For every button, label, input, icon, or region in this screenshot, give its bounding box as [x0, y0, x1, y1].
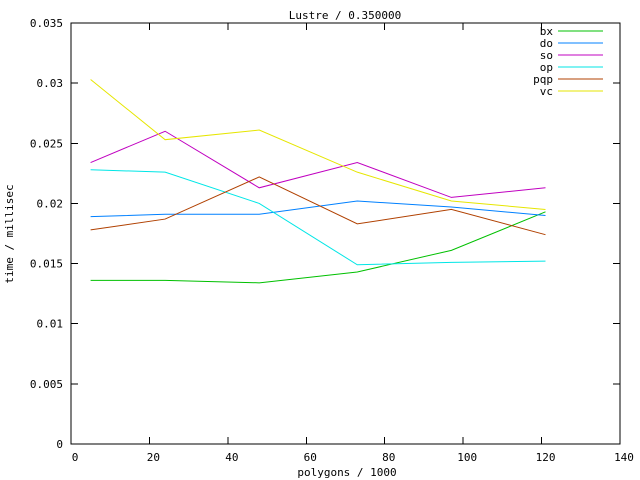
- y-ticks: 0 0.005 0.01 0.015 0.02 0.025 0.03 0.035: [30, 17, 620, 451]
- series-line-so: [90, 130, 546, 198]
- y-tick-label: 0.02: [37, 197, 64, 210]
- x-tick-label: 60: [304, 451, 317, 464]
- y-tick-label: 0.005: [30, 378, 63, 391]
- x-tick-label: 0: [72, 451, 79, 464]
- series-line-bx: [90, 211, 546, 284]
- legend-label-so: so: [540, 49, 553, 62]
- legend-label-do: do: [540, 37, 553, 50]
- y-axis-label: time / millisec: [3, 184, 16, 283]
- x-ticks: 0 20 40 60 80 100 120 140: [70, 23, 634, 464]
- legend-label-op: op: [540, 61, 553, 74]
- y-tick-label: 0.01: [37, 318, 64, 331]
- legend-label-pqp: pqp: [533, 73, 553, 86]
- x-axis-label: polygons / 1000: [297, 466, 396, 479]
- x-tick-label: 20: [147, 451, 160, 464]
- x-tick-label: 80: [382, 451, 395, 464]
- x-tick-label: 40: [225, 451, 238, 464]
- legend-label-vc: vc: [540, 85, 553, 98]
- plot-border: [70, 22, 621, 445]
- y-tick-label: 0: [56, 438, 63, 451]
- series-line-pqp: [90, 176, 546, 236]
- chart-title: Lustre / 0.350000: [289, 9, 402, 22]
- y-tick-label: 0.025: [30, 137, 63, 150]
- y-tick-label: 0.03: [37, 77, 64, 90]
- y-tick-label: 0.035: [30, 17, 63, 30]
- y-tick-label: 0.015: [30, 258, 63, 271]
- series-line-do: [90, 200, 546, 218]
- series-line-op: [90, 169, 546, 266]
- series-lines: [90, 79, 546, 284]
- series-line-vc: [90, 79, 546, 210]
- legend-label-bx: bx: [540, 25, 554, 38]
- x-tick-label: 140: [614, 451, 634, 464]
- x-tick-label: 120: [536, 451, 556, 464]
- x-tick-label: 100: [457, 451, 477, 464]
